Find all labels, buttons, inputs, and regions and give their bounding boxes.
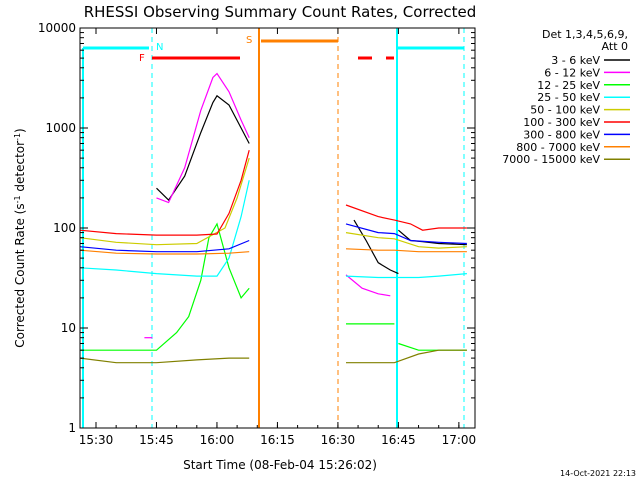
y-axis-label: Corrected Count Rate (s-1 detector-1) <box>13 128 28 347</box>
series-9-segment-1 <box>79 357 250 364</box>
series-5-segment-1 <box>79 157 250 246</box>
x-tick-label-5: 16:30 <box>321 433 356 447</box>
flag-label-s: S <box>246 35 252 46</box>
series-8-segment-2 <box>345 248 467 253</box>
x-tick-label-4: 16:15 <box>260 433 295 447</box>
series-7-segment-1 <box>79 239 250 253</box>
series-9-segment-2 <box>346 349 467 364</box>
y-label-suffix: ) <box>13 128 27 133</box>
y-tick-label-4: 1000 <box>45 121 76 135</box>
legend-title-line-2: Att 0 <box>602 40 628 53</box>
series-4-segment-2 <box>345 273 467 279</box>
series-2-segment-2 <box>156 72 250 204</box>
x-tick-label-7: 17:00 <box>442 433 477 447</box>
x-axis-label: Start Time (08-Feb-04 15:26:02) <box>183 458 377 472</box>
series-3-segment-3 <box>398 342 467 351</box>
x-tick-label-3: 16:00 <box>200 433 235 447</box>
legend-entry-6: 100 - 300 keV <box>523 116 600 129</box>
y-tick-label-5: 10000 <box>38 21 76 35</box>
series-8-segment-1 <box>79 249 250 255</box>
legend-entry-3: 12 - 25 keV <box>537 79 600 92</box>
legend-title-line-1: Det 1,3,4,5,6,9, <box>542 28 628 41</box>
timestamp: 14-Oct-2021 22:13 <box>560 469 636 478</box>
series-6-segment-2 <box>345 204 467 231</box>
y-label-sup-1: -1 <box>13 195 22 203</box>
axes: 15:30 15:45 16:00 16:15 16:30 16:45 17:00 1 10 10… <box>38 21 476 447</box>
series-2-segment-3 <box>345 274 391 297</box>
x-tick-label-6: 16:45 <box>381 433 416 447</box>
series-1-segment-2 <box>353 219 399 275</box>
series-7-segment-2 <box>345 223 467 245</box>
legend-entry-1: 3 - 6 keV <box>551 54 600 67</box>
y-tick-label-2: 10 <box>61 321 76 335</box>
flag-label-n: N <box>156 42 163 53</box>
plot-frame <box>79 27 476 429</box>
legend-entry-4: 25 - 50 keV <box>537 91 600 104</box>
y-label-prefix: Corrected Count Rate (s <box>13 203 27 347</box>
y-tick-label-1: 1 <box>68 421 76 435</box>
y-tick-label-3: 100 <box>53 221 76 235</box>
legend-entry-7: 300 - 800 keV <box>523 128 600 141</box>
legend-entry-2: 6 - 12 keV <box>544 66 600 79</box>
legend-entry-8: 800 - 7000 keV <box>516 141 600 154</box>
legend-entry-5: 50 - 100 keV <box>530 104 600 117</box>
legend-entry-9: 7000 - 15000 keV <box>502 153 600 166</box>
chart-title: RHESSI Observing Summary Count Rates, Co… <box>84 3 477 21</box>
y-label-mid: detector <box>13 141 27 196</box>
x-tick-label-1: 15:30 <box>79 433 114 447</box>
plot-area: NF S <box>79 28 467 428</box>
series-6-segment-1 <box>79 150 250 236</box>
series-1-segment-1 <box>156 94 250 202</box>
series-5-segment-2 <box>345 232 467 249</box>
y-label-sup-2: -1 <box>13 133 22 141</box>
series-3-segment-1 <box>79 222 250 351</box>
series-4-segment-1 <box>79 180 250 277</box>
flag-label-f: F <box>139 53 145 64</box>
x-tick-label-2: 15:45 <box>139 433 174 447</box>
